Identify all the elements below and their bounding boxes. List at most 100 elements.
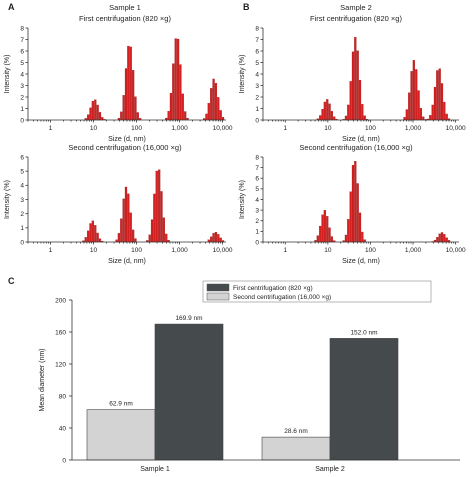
chart-a1: 0 1 2 3 4 5 6 7 8 1 10 100 1,000 10,000 Size (d, nm) In… xyxy=(4,25,233,143)
histogram-bar xyxy=(440,232,444,243)
bar-value-label: 28.6 nm xyxy=(284,428,308,435)
histogram-bar xyxy=(344,115,348,121)
histogram-bar xyxy=(344,234,348,243)
x-tick-label: 10 xyxy=(90,125,98,132)
histogram-bar xyxy=(165,233,168,243)
histogram-bar xyxy=(179,64,182,121)
y-tick-label: 6 xyxy=(255,48,259,55)
histogram-bar xyxy=(445,113,448,121)
histogram-bar xyxy=(408,92,411,121)
histogram-bar xyxy=(169,93,173,121)
y-tick-label: 5 xyxy=(255,186,259,193)
histogram-bar xyxy=(162,217,165,243)
histogram-bar xyxy=(124,68,128,121)
histogram-bar xyxy=(91,100,94,121)
histogram-bar xyxy=(319,115,322,121)
histogram-bar xyxy=(134,238,137,243)
y-axis-label: Intensity (%) xyxy=(239,180,246,219)
x-tick-label: 1,000 xyxy=(171,247,188,254)
x-tick-label: 100 xyxy=(365,125,376,132)
histogram-bar xyxy=(354,37,357,121)
histogram-bar xyxy=(136,112,139,121)
histogram-bar xyxy=(207,103,210,121)
x-tick-label: 1,000 xyxy=(405,125,422,132)
x-tick-label: 100 xyxy=(131,247,142,254)
histogram-bar xyxy=(94,99,97,121)
histogram-bar xyxy=(412,60,415,121)
y-tick-label: 4 xyxy=(20,183,24,190)
histogram-bar xyxy=(158,169,161,243)
histogram-bar xyxy=(122,95,125,121)
histogram-bar xyxy=(319,225,322,243)
y-tick-label: 8 xyxy=(20,25,24,32)
histogram-bar xyxy=(445,237,448,243)
histogram-bar xyxy=(349,191,352,243)
histogram-bar xyxy=(96,104,99,121)
histogram-bar xyxy=(429,115,432,121)
histogram-bar xyxy=(422,116,425,121)
histogram-bar xyxy=(438,68,441,121)
histogram-bar xyxy=(131,229,135,243)
histogram-bar xyxy=(84,237,87,243)
x-axis-label: Size (d, nm) xyxy=(108,136,146,143)
histogram-bar xyxy=(89,223,92,243)
histogram-bar xyxy=(438,233,441,243)
histogram-bar xyxy=(87,114,90,121)
histogram-bar xyxy=(328,227,331,243)
y-tick-label: 3 xyxy=(255,83,259,90)
chart-b1-title: Sample 2 xyxy=(340,3,372,12)
histogram-bar xyxy=(127,45,130,121)
x-tick-label: 1,000 xyxy=(405,247,422,254)
histogram-bar xyxy=(87,230,90,243)
histogram-bar xyxy=(347,104,350,121)
histogram-bar xyxy=(98,112,102,121)
histogram-bar xyxy=(356,50,359,121)
histogram-bar xyxy=(361,104,364,121)
histogram-bar xyxy=(316,235,319,243)
x-tick-label: Sample 1 xyxy=(140,466,170,473)
histogram-bar xyxy=(153,193,156,243)
histogram-bar xyxy=(351,165,355,243)
histogram-bar xyxy=(221,117,225,121)
y-tick-label: 200 xyxy=(55,298,66,305)
bar-value-label: 169.9 nm xyxy=(175,315,202,322)
histogram-bar xyxy=(167,111,170,121)
histogram-bar xyxy=(155,170,158,243)
histogram-bar xyxy=(214,232,218,243)
panel-label-a: A xyxy=(8,2,15,12)
histogram-bar xyxy=(129,212,132,243)
y-tick-label: 3 xyxy=(20,197,24,204)
histogram-bar xyxy=(417,90,420,121)
histogram-bar xyxy=(174,38,177,121)
legend-label: First centrifugation (820 ×g) xyxy=(233,285,313,292)
histogram-bar xyxy=(148,234,151,243)
histogram-bar xyxy=(328,103,331,121)
histogram-bar xyxy=(321,214,324,243)
histogram-bar xyxy=(117,233,121,243)
histogram-bar xyxy=(354,161,357,243)
histogram-bar xyxy=(127,193,130,243)
chart-b2: 0 1 2 3 4 5 6 7 8 1 10 100 1,000 10,000 Size (d, nm) In… xyxy=(239,154,466,265)
histogram-bar xyxy=(172,63,175,121)
panel-label-b: B xyxy=(243,2,250,12)
histogram-bar xyxy=(443,234,446,243)
histogram-bar xyxy=(403,117,406,121)
histogram-bar xyxy=(358,80,362,121)
histogram-bar xyxy=(91,220,94,243)
y-tick-label: 2 xyxy=(255,218,259,225)
y-tick-label: 4 xyxy=(255,71,259,78)
y-tick-label: 8 xyxy=(255,25,259,32)
x-tick-label: 1 xyxy=(49,247,53,254)
chart-a2: 0 1 2 3 4 5 6 1 10 100 1,000 10,000 Size (d, nm) Inte… xyxy=(4,154,233,265)
chart-b1: 0 1 2 3 4 5 6 7 8 1 10 100 1,000 10,000 Size (d, nm) In… xyxy=(239,25,466,143)
histogram-bar xyxy=(129,46,132,121)
histogram-bar xyxy=(356,183,359,243)
histogram-bar xyxy=(181,93,184,121)
histogram-bar xyxy=(217,97,220,121)
y-tick-label: 8 xyxy=(255,154,259,161)
chart-b1-subtitle: First centrifugation (820 ×g) xyxy=(310,14,402,23)
histogram-bar xyxy=(410,71,413,121)
histogram-bar xyxy=(131,70,135,121)
x-tick-label: 10,000 xyxy=(446,125,466,132)
